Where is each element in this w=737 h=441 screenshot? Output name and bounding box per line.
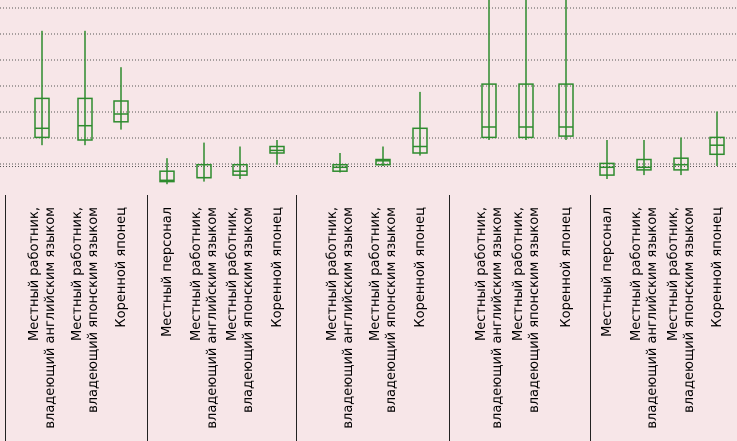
box-4-1 (636, 140, 652, 176)
category-label: Местный работник,владеющий английским яз… (189, 207, 220, 429)
category-label: Коренной японец (270, 207, 285, 328)
category-label: Местный работник,владеющий английским яз… (629, 207, 660, 429)
category-labels: Местный работник,владеющий английским яз… (27, 207, 725, 429)
iqr-box (636, 158, 652, 171)
category-label: Коренной японец (114, 207, 129, 328)
category-label: Местный работник,владеющий японским язык… (511, 207, 542, 413)
gridlines (0, 7, 737, 167)
box-1-1 (196, 142, 212, 182)
box-1-0 (159, 158, 175, 185)
box-3-0 (481, 0, 497, 140)
iqr-box (481, 83, 497, 139)
box-4-0 (599, 140, 615, 179)
category-label: Местный работник,владеющий японским язык… (368, 207, 399, 413)
category-label: Местный работник,владеющий японским язык… (666, 207, 697, 413)
iqr-box (518, 83, 534, 139)
iqr-box (558, 83, 574, 137)
box-3-1 (518, 0, 534, 140)
box-4-3 (709, 111, 725, 166)
category-label: Коренной японец (559, 207, 574, 328)
box-0-0 (34, 30, 50, 146)
box-1-3 (269, 140, 285, 165)
iqr-box (375, 158, 391, 166)
iqr-box (412, 127, 428, 154)
box-series (34, 0, 725, 185)
box-2-2 (412, 91, 428, 156)
iqr-box (113, 100, 129, 123)
iqr-box (159, 170, 175, 183)
category-label: Местный работник,владеющий японским язык… (70, 207, 101, 413)
category-label: Местный работник,владеющий английским яз… (27, 207, 58, 429)
box-4-2 (673, 137, 689, 176)
category-label: Местный работник,владеющий английским яз… (474, 207, 505, 429)
category-label: Местный персонал (160, 207, 175, 337)
category-label: Местный персонал (600, 207, 615, 337)
iqr-box (599, 162, 615, 176)
box-2-0 (332, 153, 348, 173)
category-label: Местный работник,владеющий английским яз… (325, 207, 356, 429)
category-label: Коренной японец (413, 207, 428, 328)
box-3-2 (558, 0, 574, 140)
category-label: Коренной японец (710, 207, 725, 328)
iqr-box (232, 163, 248, 176)
iqr-box (34, 97, 50, 139)
category-label: Местный работник,владеющий японским язык… (225, 207, 256, 413)
box-1-2 (232, 146, 248, 179)
iqr-box (77, 97, 93, 141)
group-dividers (5, 195, 591, 441)
box-0-2 (113, 67, 129, 130)
box-0-1 (77, 30, 93, 146)
box-2-1 (375, 146, 391, 166)
